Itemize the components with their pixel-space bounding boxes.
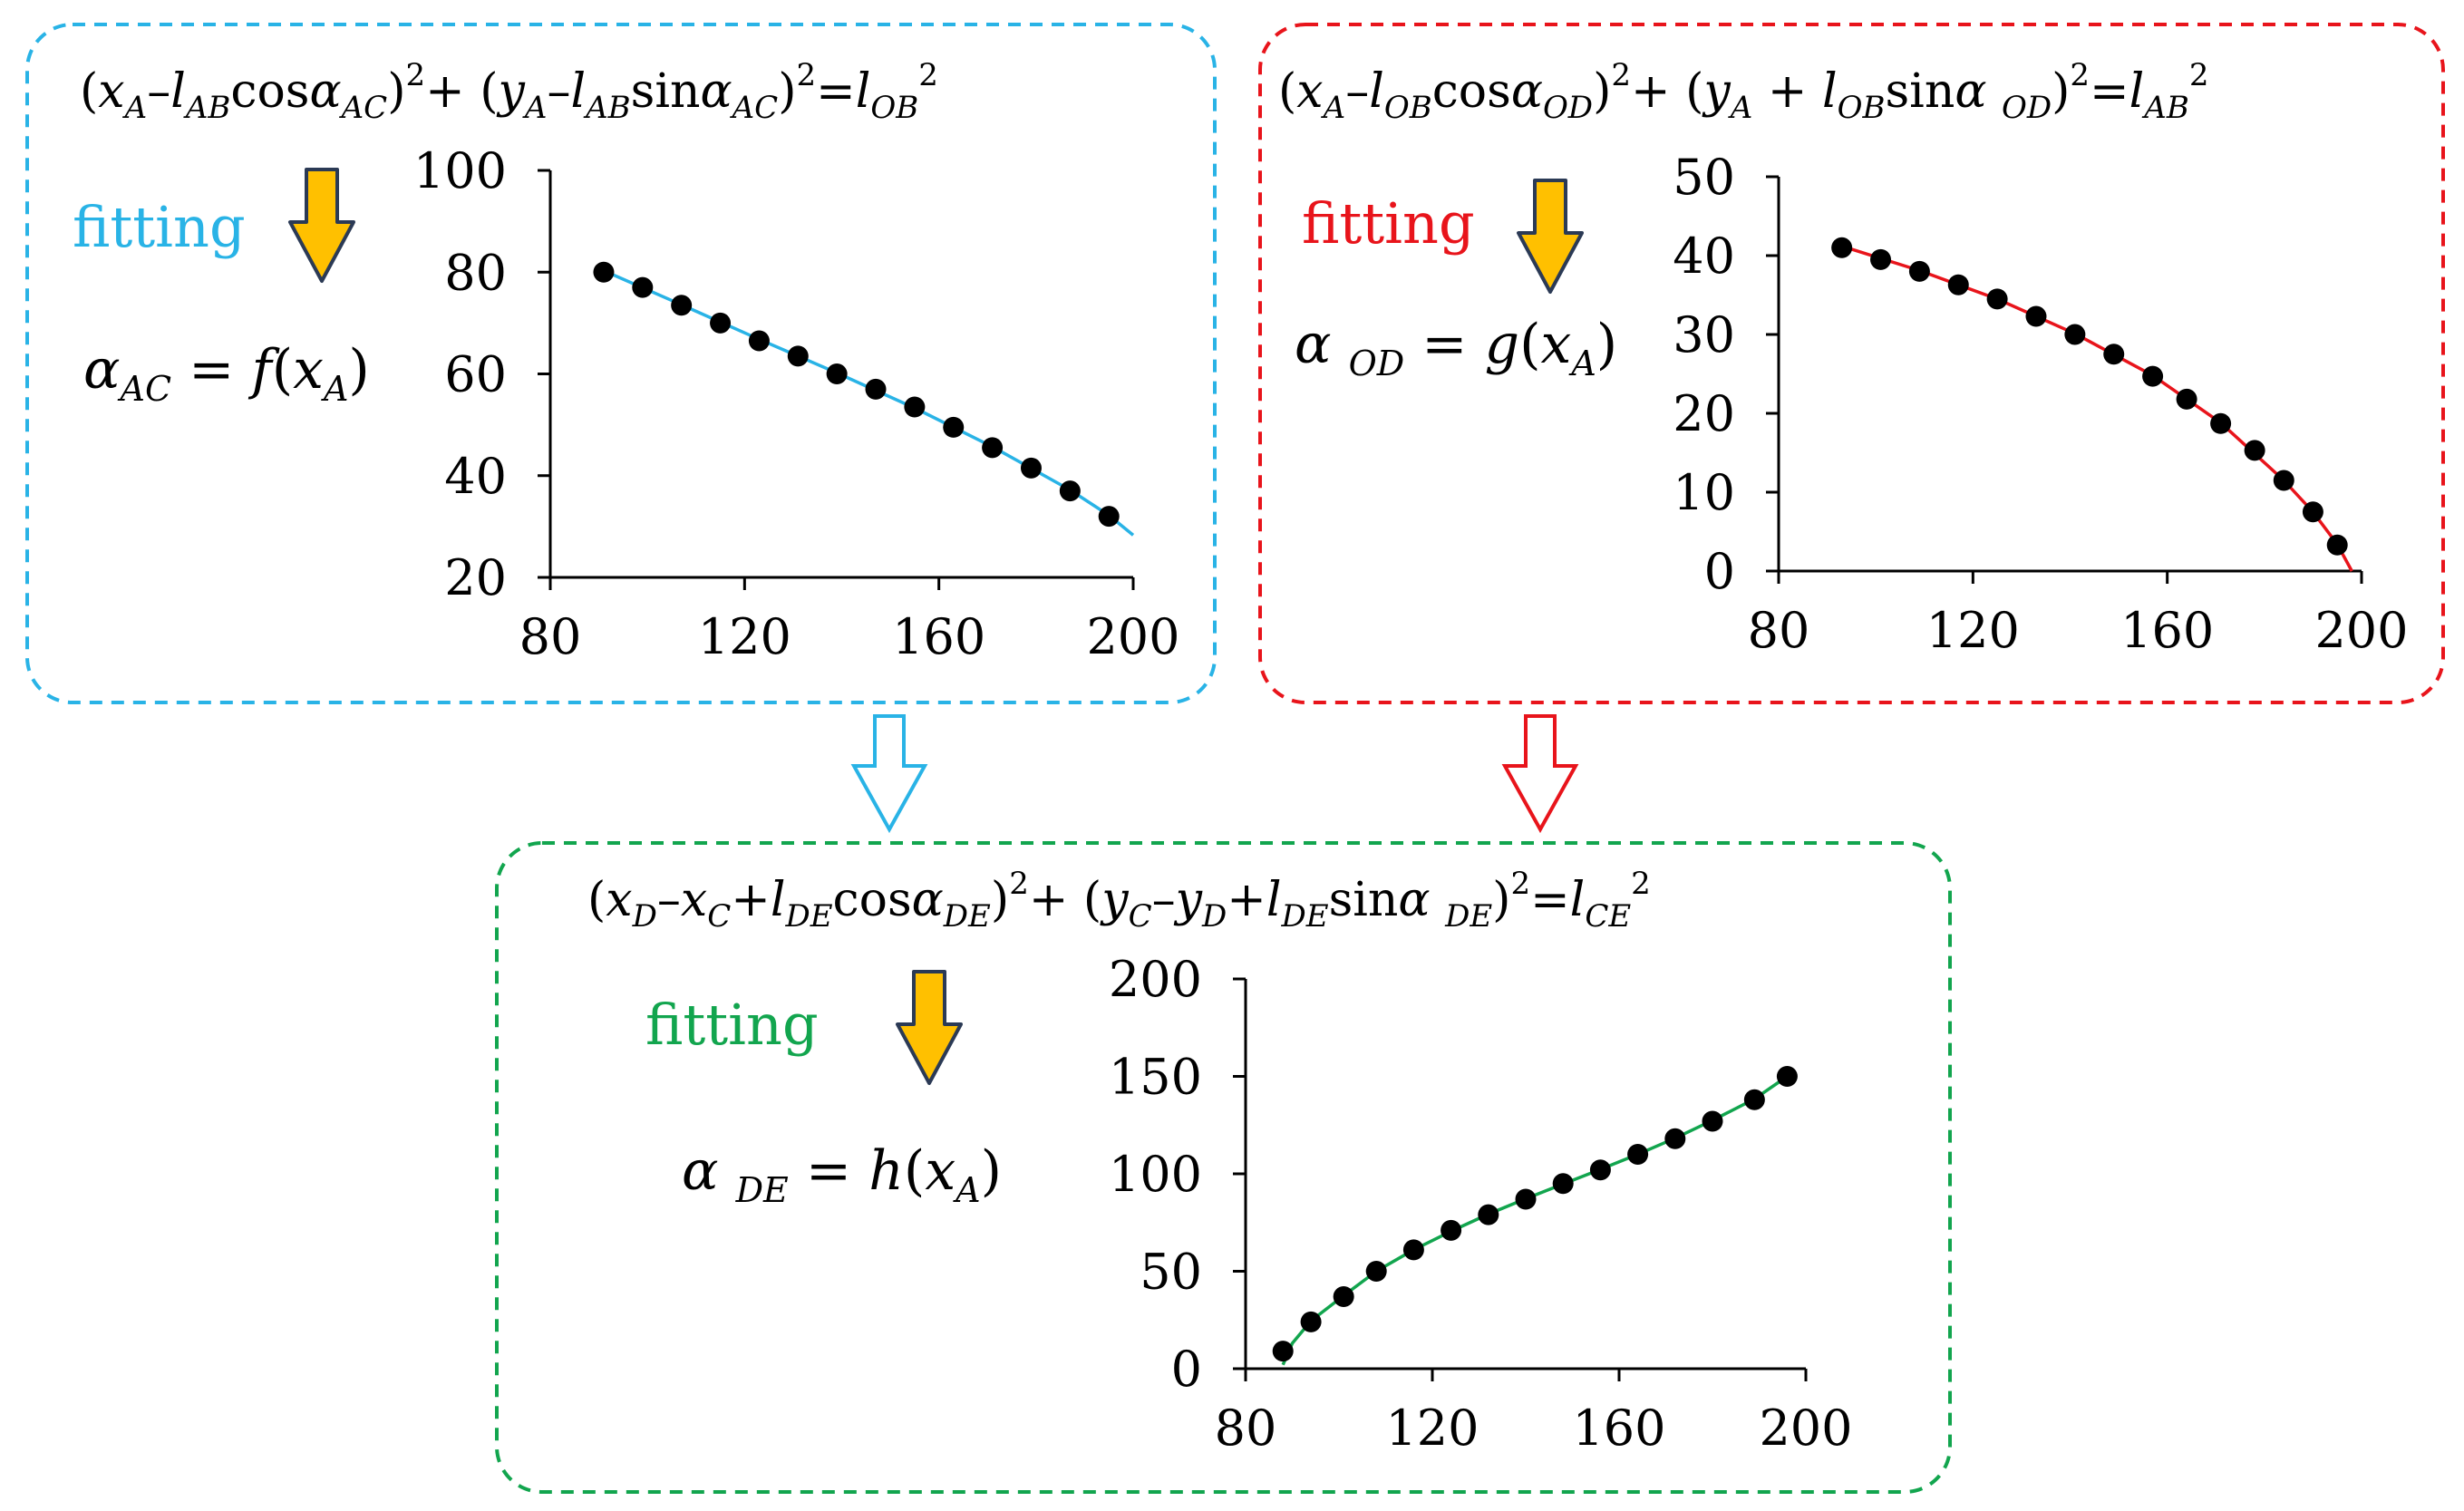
y-tick-label: 20 <box>444 549 507 606</box>
x-tick-label: 80 <box>1215 1400 1277 1457</box>
data-point <box>865 378 887 400</box>
data-point <box>632 276 654 298</box>
chart-ac: 80 120 160 200 20 40 60 80 100 <box>413 142 1180 665</box>
y-tick-label: 100 <box>413 142 507 199</box>
data-point <box>1870 248 1892 270</box>
data-point <box>2176 388 2197 410</box>
data-point <box>1098 506 1120 528</box>
x-tick-label: 120 <box>698 608 791 665</box>
panel-od-frame <box>1258 23 2445 704</box>
down-arrow-icon <box>896 970 963 1085</box>
fitting-label-od: fitting <box>1302 190 1475 257</box>
x-tick-label: 200 <box>2314 602 2408 659</box>
data-point <box>1627 1144 1649 1165</box>
data-point <box>671 295 693 316</box>
y-tick-label: 10 <box>1673 464 1735 521</box>
y-tick-label: 40 <box>444 448 507 505</box>
y-tick-label: 40 <box>1673 228 1735 285</box>
data-point <box>904 396 926 418</box>
result-de: α DE = h(xA) <box>682 1139 1002 1210</box>
equation-de: (xD–xC+lDEcosαDE)2+ (yC–yD+lDEsinα DE)2=… <box>587 866 1651 935</box>
data-point <box>2244 440 2265 461</box>
y-tick-label: 60 <box>444 346 507 403</box>
data-point <box>1402 1239 1424 1261</box>
fit-curve <box>1841 244 2353 572</box>
x-tick-label: 80 <box>519 608 582 665</box>
hollow-down-arrow-icon <box>850 714 928 834</box>
data-point <box>1702 1110 1723 1132</box>
data-point <box>1589 1159 1611 1181</box>
chart-od: 80 120 160 200 0 10 20 30 40 50 <box>1673 149 2408 659</box>
down-arrow-icon <box>288 168 355 283</box>
y-tick-label: 50 <box>1140 1244 1202 1301</box>
x-tick-label: 120 <box>1926 602 2020 659</box>
fitting-label-ac: fitting <box>73 194 246 260</box>
hollow-down-arrow-icon <box>1501 714 1579 834</box>
y-tick-label: 30 <box>1673 306 1735 363</box>
data-point <box>2064 324 2086 345</box>
y-tick-label: 50 <box>1673 149 1735 206</box>
data-point <box>2273 470 2294 491</box>
y-tick-label: 100 <box>1109 1146 1202 1203</box>
data-point <box>1743 1089 1765 1110</box>
y-tick-label: 80 <box>444 244 507 301</box>
result-ac: αAC = f(xA) <box>83 338 370 409</box>
y-tick-label: 150 <box>1109 1049 1202 1106</box>
data-point <box>748 330 770 352</box>
data-point <box>2210 412 2232 434</box>
panel-ac-frame <box>25 23 1217 704</box>
y-tick-label: 20 <box>1673 385 1735 442</box>
data-point <box>1776 1066 1798 1087</box>
data-point <box>1831 237 1853 258</box>
x-tick-label: 200 <box>1759 1400 1852 1457</box>
fitting-label-de: fitting <box>645 992 819 1058</box>
x-tick-label: 160 <box>1572 1400 1665 1457</box>
data-point <box>826 363 848 384</box>
x-tick-label: 200 <box>1086 608 1179 665</box>
data-point <box>1515 1188 1537 1210</box>
data-point <box>982 437 1004 459</box>
y-tick-label: 0 <box>1704 543 1735 600</box>
y-tick-label: 0 <box>1171 1341 1202 1398</box>
x-tick-label: 80 <box>1748 602 1810 659</box>
data-point <box>1908 260 1930 282</box>
data-point <box>2103 344 2125 365</box>
down-arrow-icon <box>1517 179 1584 294</box>
chart-de: 80 120 160 200 0 50 100 150 200 <box>1109 951 1853 1457</box>
x-tick-label: 120 <box>1385 1400 1479 1457</box>
data-point <box>2302 501 2323 523</box>
equation-od: (xA–lOBcosαOD)2+ (yA + lOBsinα OD)2=lAB2 <box>1278 57 2208 126</box>
y-tick-label: 200 <box>1109 951 1202 1008</box>
data-point <box>1020 457 1042 479</box>
data-point <box>2025 305 2047 327</box>
result-od: α OD = g(xA) <box>1295 313 1617 383</box>
data-point <box>1272 1341 1294 1362</box>
data-point <box>1986 288 2008 310</box>
data-point <box>1552 1173 1574 1195</box>
x-tick-label: 160 <box>2120 602 2214 659</box>
data-point <box>1478 1204 1499 1225</box>
panel-de-frame <box>495 841 1952 1494</box>
data-point <box>1441 1219 1462 1241</box>
data-point <box>1947 274 1969 295</box>
data-point <box>943 416 965 438</box>
data-point <box>1664 1128 1686 1149</box>
data-point <box>2142 365 2164 387</box>
equation-ac: (xA–lABcosαAC)2+ (yA–lABsinαAC)2=lOB2 <box>80 57 938 126</box>
data-point <box>1365 1261 1387 1282</box>
data-point <box>593 261 615 283</box>
x-tick-label: 160 <box>892 608 985 665</box>
data-point <box>710 312 732 334</box>
data-point <box>1059 480 1081 502</box>
fit-curve <box>1281 1075 1789 1366</box>
data-point <box>1333 1285 1354 1307</box>
data-point <box>787 345 809 367</box>
data-point <box>2326 534 2348 556</box>
data-point <box>1300 1311 1322 1332</box>
